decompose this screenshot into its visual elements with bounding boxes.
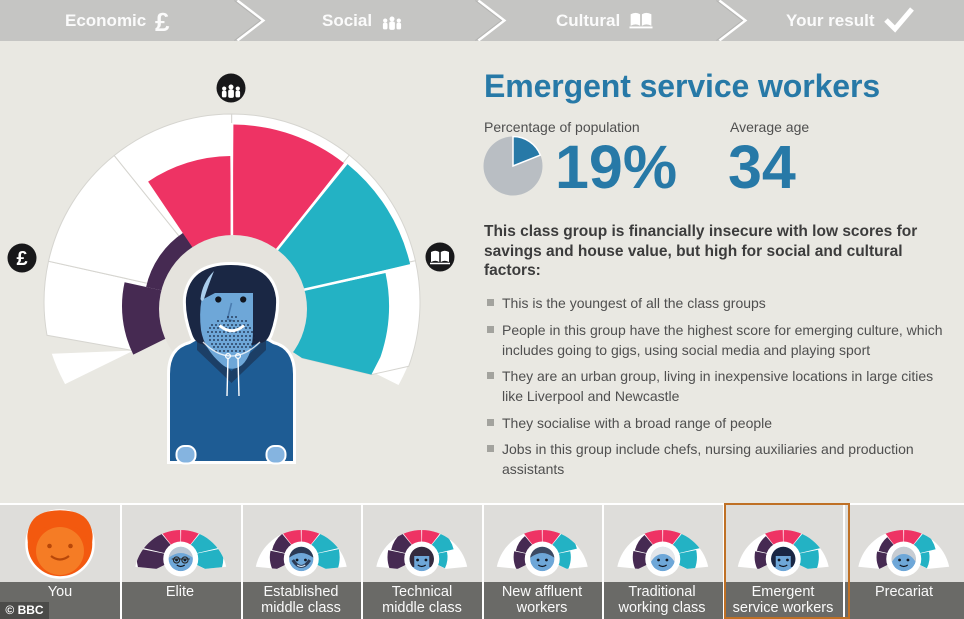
svg-text:£: £ [16, 248, 27, 270]
